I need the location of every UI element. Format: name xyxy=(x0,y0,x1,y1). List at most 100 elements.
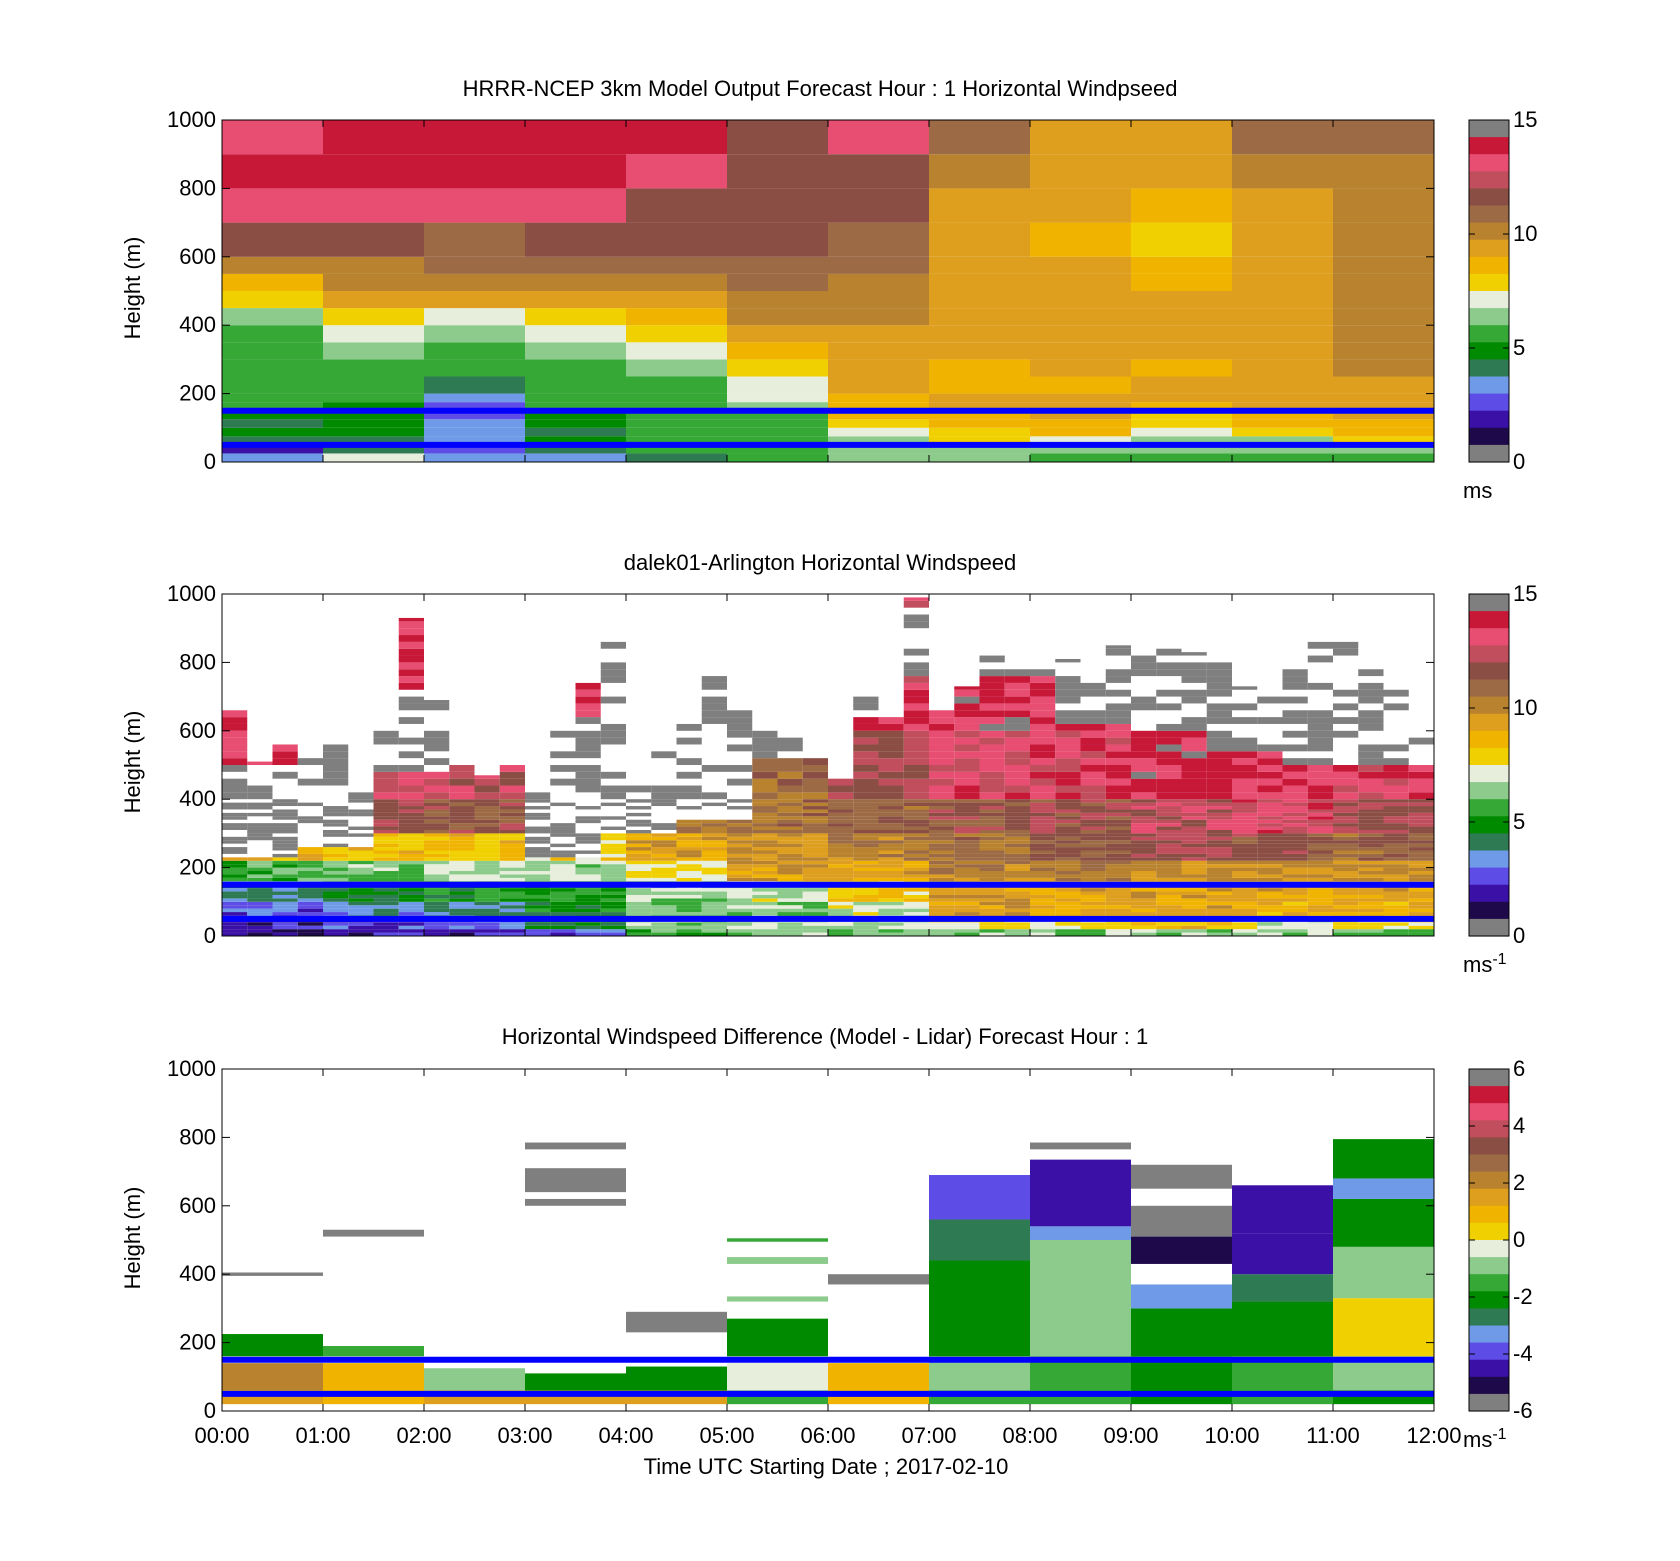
heatmap-cell xyxy=(752,877,778,882)
heatmap-cell xyxy=(600,792,626,800)
heatmap-cell xyxy=(1105,645,1131,649)
heatmap-cell xyxy=(1383,929,1409,933)
heatmap-cell xyxy=(802,799,828,803)
heatmap-cell xyxy=(272,894,298,899)
heatmap-cell xyxy=(550,871,576,875)
heatmap-cell xyxy=(525,806,551,810)
heatmap-cell xyxy=(373,932,399,936)
heatmap-cell xyxy=(727,308,828,326)
heatmap-cell xyxy=(1181,840,1207,844)
heatmap-cell xyxy=(878,812,904,817)
heatmap-cell xyxy=(727,894,753,899)
heatmap-cell xyxy=(1004,929,1030,933)
heatmap-cell xyxy=(979,836,1005,841)
colorbar-tick-label: -4 xyxy=(1513,1341,1533,1366)
y-tick-label: 800 xyxy=(179,1124,216,1149)
heatmap-cell xyxy=(1030,802,1056,807)
heatmap-cell xyxy=(929,829,955,834)
heatmap-cell xyxy=(525,898,551,902)
heatmap-cell xyxy=(1181,905,1207,909)
heatmap-cell xyxy=(878,898,904,902)
heatmap-cell xyxy=(853,778,879,786)
heatmap-cell xyxy=(1282,816,1308,820)
heatmap-cell xyxy=(903,929,929,933)
heatmap-cell xyxy=(424,419,525,428)
heatmap-cell xyxy=(1206,682,1232,690)
heatmap-cell xyxy=(929,894,955,899)
heatmap-cell xyxy=(1080,689,1106,697)
colorbar-unit-exponent: -1 xyxy=(1492,1426,1506,1443)
heatmap-cell xyxy=(853,806,879,810)
heatmap-cell xyxy=(1333,308,1434,326)
heatmap-cell xyxy=(550,925,576,930)
heatmap-cell xyxy=(701,836,727,841)
heatmap-cell xyxy=(626,871,652,875)
heatmap-cell xyxy=(828,799,854,803)
heatmap-cell xyxy=(979,905,1005,909)
heatmap-cell xyxy=(499,874,525,878)
heatmap-cell xyxy=(297,888,323,892)
heatmap-cell xyxy=(1232,751,1258,759)
heatmap-cell xyxy=(222,410,323,420)
heatmap-cell xyxy=(1131,843,1157,848)
heatmap-cell xyxy=(878,819,904,824)
heatmap-cell xyxy=(752,806,778,810)
heatmap-cell xyxy=(499,826,525,830)
heatmap-cell xyxy=(1333,1139,1434,1179)
heatmap-cell xyxy=(575,717,601,724)
heatmap-cell xyxy=(398,901,424,906)
heatmap-cell xyxy=(752,847,778,851)
heatmap-cell xyxy=(1055,836,1081,841)
heatmap-cell xyxy=(398,847,424,851)
heatmap-cell xyxy=(929,256,1030,274)
heatmap-cell xyxy=(449,847,475,851)
heatmap-cell xyxy=(1307,758,1333,765)
heatmap-cell xyxy=(626,853,652,858)
heatmap-cell xyxy=(424,744,450,752)
heatmap-cell xyxy=(954,850,980,854)
heatmap-cell xyxy=(1030,696,1056,704)
heatmap-cell xyxy=(297,898,323,902)
heatmap-cell xyxy=(499,888,525,892)
heatmap-cell xyxy=(1080,891,1106,895)
heatmap-cell xyxy=(499,912,525,916)
heatmap-cell xyxy=(1257,860,1283,865)
heatmap-cell xyxy=(1105,751,1131,759)
heatmap-cell xyxy=(373,778,399,786)
heatmap-cell xyxy=(828,874,854,878)
colorbar-swatch xyxy=(1469,816,1509,834)
heatmap-cell xyxy=(1383,894,1409,899)
heatmap-cell xyxy=(1206,689,1232,697)
heatmap-cell xyxy=(903,758,929,765)
heatmap-cell xyxy=(802,888,828,892)
heatmap-cell xyxy=(1131,222,1232,257)
heatmap-cell xyxy=(676,912,702,916)
heatmap-cell xyxy=(373,785,399,793)
heatmap-cell xyxy=(1055,723,1081,731)
heatmap-cell xyxy=(1206,823,1232,827)
heatmap-cell xyxy=(1333,908,1359,913)
heatmap-cell xyxy=(323,819,349,824)
heatmap-cell xyxy=(323,925,349,930)
y-tick-label: 800 xyxy=(179,175,216,200)
heatmap-cell xyxy=(727,436,828,445)
heatmap-cell xyxy=(954,860,980,865)
heatmap-cell xyxy=(676,901,702,906)
heatmap-cell xyxy=(1206,850,1232,854)
heatmap-cell xyxy=(727,857,753,861)
heatmap-cell xyxy=(727,898,753,902)
heatmap-cell xyxy=(323,1363,424,1391)
heatmap-cell xyxy=(1408,843,1434,848)
heatmap-cell xyxy=(929,419,1030,428)
heatmap-cell xyxy=(903,819,929,824)
heatmap-cell xyxy=(828,359,929,377)
heatmap-cell xyxy=(727,799,753,803)
heatmap-cell xyxy=(1156,823,1182,827)
heatmap-cell xyxy=(1307,806,1333,810)
heatmap-cell xyxy=(727,908,753,913)
heatmap-cell xyxy=(878,850,904,854)
heatmap-cell xyxy=(929,771,955,779)
heatmap-cell xyxy=(701,891,727,895)
heatmap-cell xyxy=(1055,812,1081,817)
